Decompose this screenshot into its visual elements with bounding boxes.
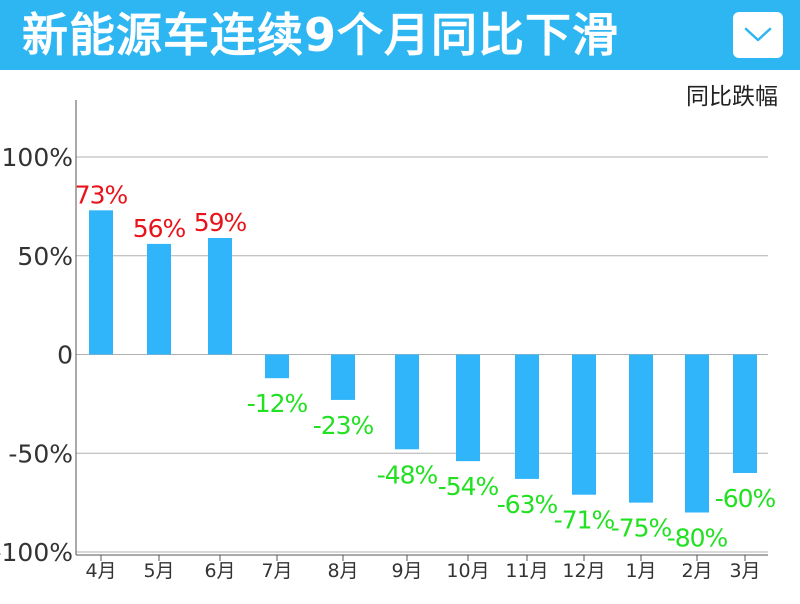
bar: [733, 354, 757, 473]
chart-canvas: 同比跌幅 100% 50% 0 -50% -100% 4月 73% 5月 56% 6月 59% 7月 -…: [0, 84, 778, 582]
x-tick-label: 9月: [391, 560, 422, 582]
y-tick-label: -50%: [8, 439, 73, 468]
y-tick-label: 50%: [17, 242, 73, 271]
data-label: 56%: [133, 214, 186, 243]
x-tick-label: 3月: [729, 560, 760, 582]
data-label: -48%: [377, 460, 438, 489]
data-label: -71%: [554, 506, 615, 535]
bar: [395, 354, 419, 450]
x-tick-label: 4月: [85, 560, 116, 582]
header-bar: 新能源车连续9个月同比下滑: [0, 0, 800, 70]
y-tick-label: 0: [57, 341, 73, 370]
data-label: -23%: [313, 411, 374, 440]
menu-dropdown-button[interactable]: [733, 12, 783, 58]
x-tick-label: 2月: [681, 560, 712, 582]
x-tick-label: 6月: [204, 560, 235, 582]
page-title: 新能源车连续9个月同比下滑: [22, 8, 620, 62]
bar: [208, 237, 232, 355]
bar: [572, 354, 596, 495]
x-tick-label: 11月: [505, 560, 548, 582]
bar: [265, 354, 289, 379]
x-tick-label: 12月: [562, 560, 605, 582]
bar: [629, 354, 653, 503]
bar: [331, 354, 355, 400]
data-label: -75%: [611, 514, 672, 543]
data-label: 73%: [75, 180, 128, 209]
x-tick-label: 10月: [446, 560, 489, 582]
bar: [515, 354, 539, 479]
data-label: -60%: [715, 484, 776, 513]
unit-label: 同比跌幅: [686, 84, 778, 110]
bar: [89, 210, 113, 355]
x-tick-label: 7月: [261, 560, 292, 582]
bar: [685, 354, 709, 513]
x-tick-label: 5月: [143, 560, 174, 582]
data-label: -63%: [497, 490, 558, 519]
bar: [147, 243, 171, 355]
bar: [456, 354, 480, 462]
chevron-down-icon: [744, 27, 772, 42]
x-tick-label: 8月: [327, 560, 358, 582]
y-tick-label: -100%: [0, 538, 73, 567]
data-label: 59%: [194, 208, 247, 237]
x-tick-label: 1月: [625, 560, 656, 582]
data-label: -54%: [438, 472, 499, 501]
data-label: -12%: [247, 389, 308, 418]
data-label: -80%: [667, 524, 728, 553]
y-tick-label: 100%: [2, 143, 73, 172]
bar-chart: 同比跌幅 100% 50% 0 -50% -100% 4月 73% 5月 56% 6月 59% 7月 -…: [0, 70, 800, 600]
